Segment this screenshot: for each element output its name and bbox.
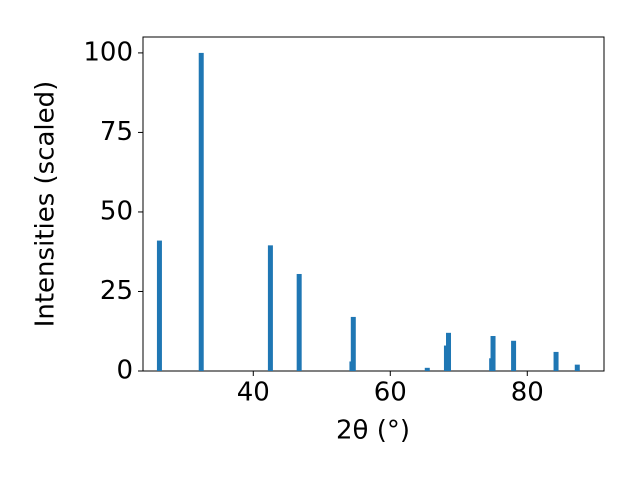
y-tick-label: 25	[100, 276, 133, 306]
plot-frame	[142, 36, 605, 372]
y-tick-label: 100	[83, 37, 133, 67]
bar	[267, 245, 273, 371]
bar	[198, 52, 204, 372]
bar	[446, 332, 452, 371]
bar	[553, 351, 559, 371]
x-tick-label: 60	[374, 378, 407, 408]
y-axis-label: Intensities (scaled)	[31, 81, 61, 328]
x-tick-label: 40	[237, 378, 270, 408]
y-tick-label: 50	[100, 196, 133, 226]
bar	[511, 340, 517, 371]
y-tick-label: 75	[100, 117, 133, 147]
bar	[156, 240, 162, 371]
bar	[424, 367, 430, 371]
bar	[350, 316, 356, 371]
x-tick-label: 80	[511, 378, 544, 408]
x-axis-label: 2θ (°)	[336, 416, 410, 446]
bar	[490, 336, 496, 371]
y-tick-label: 0	[116, 356, 133, 386]
bar	[574, 364, 580, 371]
bar	[296, 273, 302, 371]
